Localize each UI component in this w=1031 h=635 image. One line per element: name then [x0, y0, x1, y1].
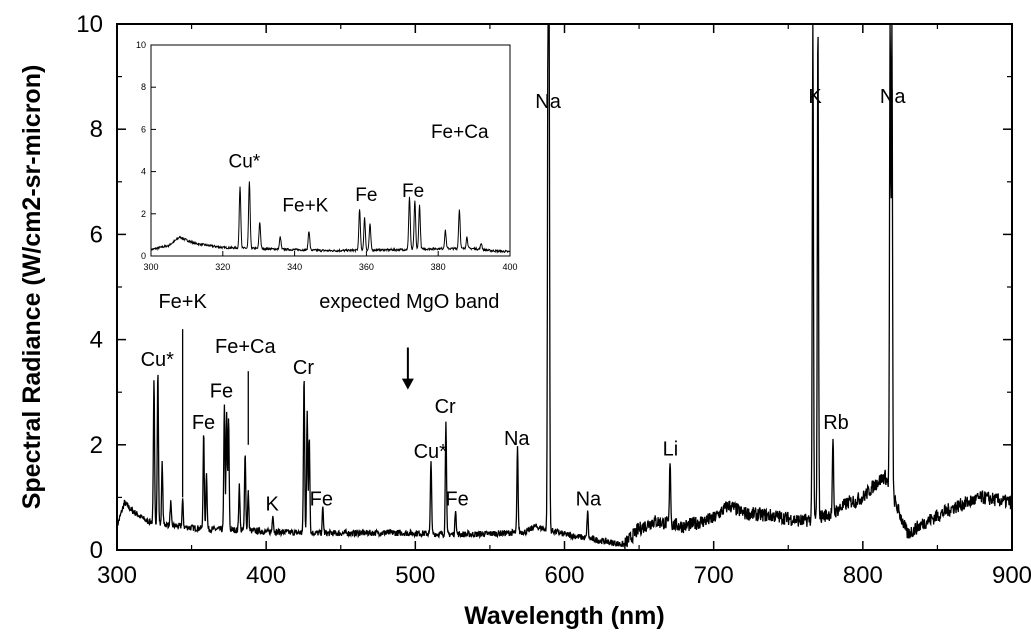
- x-tick-label: 400: [246, 562, 286, 589]
- peak-label: Cu*: [414, 441, 448, 463]
- inset-peak-label: Fe+K: [282, 196, 328, 217]
- peak-label: Fe: [445, 488, 468, 510]
- peak-label: Na: [535, 91, 561, 113]
- peak-label: Cr: [435, 396, 456, 418]
- inset-peak-label: Fe+Ca: [431, 122, 489, 143]
- peak-label: Fe: [192, 412, 215, 434]
- inset-y-tick-label: 8: [141, 82, 146, 92]
- peak-label: Fe: [210, 380, 233, 402]
- y-axis-title: Spectral Radiance (W/cm2-sr-micron): [18, 65, 46, 510]
- y-tick-label: 2: [90, 432, 103, 459]
- peak-label: Fe+K: [158, 291, 207, 313]
- y-tick-label: 4: [90, 327, 103, 354]
- inset-x-tick-label: 360: [359, 262, 374, 272]
- inset-y-tick-label: 10: [136, 40, 146, 50]
- y-tick-label: 6: [90, 221, 103, 248]
- peak-label: Fe+Ca: [215, 336, 276, 358]
- peak-label: Cr: [293, 357, 314, 379]
- x-tick-label: 300: [97, 562, 137, 589]
- y-tick-label: 8: [90, 116, 103, 143]
- inset-y-tick-label: 6: [141, 124, 146, 134]
- mgo-arrow-head: [401, 378, 414, 390]
- peak-label: Li: [663, 438, 679, 460]
- peak-label: Cu*: [141, 349, 175, 371]
- inset-spectrum-line: [151, 181, 510, 254]
- peak-label: K: [808, 86, 822, 108]
- inset-peak-label: Fe: [355, 185, 377, 206]
- spectrum-line: [117, 24, 1012, 549]
- inset-y-tick-label: 2: [141, 209, 146, 219]
- peak-label: Fe: [310, 488, 333, 510]
- inset-peak-label: Cu*: [228, 151, 260, 172]
- inset-x-tick-label: 340: [287, 262, 302, 272]
- inset-peak-label: Fe: [402, 181, 424, 202]
- inset-x-tick-label: 400: [502, 262, 517, 272]
- peak-label: expected MgO band: [319, 291, 499, 313]
- peak-label: Rb: [823, 412, 849, 434]
- x-tick-label: 800: [843, 562, 883, 589]
- inset-y-tick-label: 0: [141, 251, 146, 261]
- main-plot: 300 400 500 600 700 800 900 0 2 4 6 8 10 Wavelength (…: [18, 11, 1031, 630]
- peak-label: Na: [504, 428, 530, 450]
- inset-plot: 300 320 340 360 380 400 0 2 4 6 8 10 Cu* Fe+K Fe Fe Fe+C…: [136, 40, 518, 272]
- peak-label: Na: [576, 488, 602, 510]
- x-tick-label: 500: [395, 562, 435, 589]
- inset-x-tick-label: 300: [143, 262, 158, 272]
- peak-label: Na: [880, 86, 906, 108]
- x-tick-label: 600: [544, 562, 584, 589]
- y-tick-label: 10: [76, 11, 103, 38]
- x-tick-label: 700: [694, 562, 734, 589]
- inset-x-tick-label: 320: [215, 262, 230, 272]
- inset-x-tick-label: 380: [431, 262, 446, 272]
- x-tick-label: 900: [992, 562, 1031, 589]
- inset-frame: [150, 44, 511, 257]
- inset-y-tick-label: 4: [141, 167, 146, 177]
- peak-label: K: [265, 494, 279, 516]
- x-axis-title: Wavelength (nm): [464, 602, 664, 630]
- y-tick-label: 0: [90, 537, 103, 564]
